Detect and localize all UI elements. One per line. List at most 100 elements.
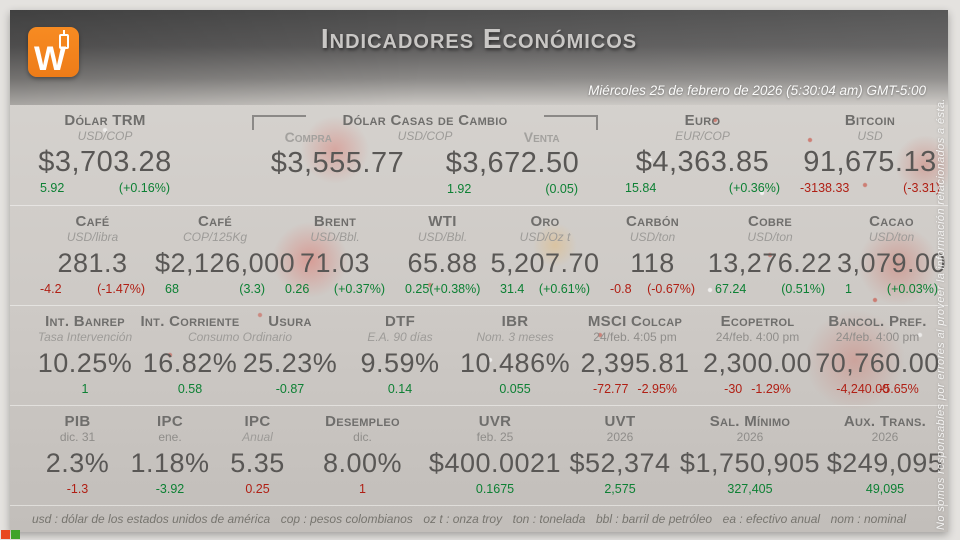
indicator-value: 25.23% xyxy=(242,348,338,378)
change-delta: 0.26 xyxy=(285,282,310,296)
indicator-ipc-anual: IPC Anual 5.35 0.25 xyxy=(215,406,300,505)
change-delta: 2,575 xyxy=(604,482,636,496)
indicator-label: WTI xyxy=(428,213,457,230)
buy-sell-header: Compra USD/COP Venta xyxy=(250,129,600,145)
glossary-item: nom : nominal xyxy=(830,512,906,526)
indicator-ecopetrol: Ecopetrol 24/feb. 4:00 pm 2,300.00 -30 -… xyxy=(700,306,815,405)
group-values: 16.82% 0.58 25.23% -0.87 xyxy=(140,345,340,396)
indicator-label: Euro xyxy=(684,112,721,129)
bracket-right-decoration xyxy=(544,115,598,130)
indicator-dolar-casas-cambio: Dólar Casas de Cambio Compra USD/COP Ven… xyxy=(250,105,600,205)
indicator-label: PIB xyxy=(64,413,91,430)
change-delta: 0.1675 xyxy=(475,482,515,496)
indicator-value: 65.88 xyxy=(407,248,478,278)
indicator-change: 1 xyxy=(30,382,140,396)
indicator-sub: Consumo Ordinario xyxy=(187,330,293,344)
indicator-change: -3138.33 (-3.31) xyxy=(790,181,950,195)
indicator-value: 2,300.00 xyxy=(702,348,813,378)
indicator-label: Int. Corriente xyxy=(140,313,240,330)
indicator-label: Dólar Casas de Cambio xyxy=(342,112,508,129)
change-delta: 0.25 xyxy=(245,482,270,496)
indicator-change: 49,095 xyxy=(825,482,945,496)
indicator-label: DTF xyxy=(384,313,416,330)
indicator-change: 68 (3.3) xyxy=(155,282,275,296)
indicator-change: -72.77 -2.95% xyxy=(570,382,700,396)
indicator-change: -4,240.00 -5.65% xyxy=(815,382,940,396)
change-delta: -1.3 xyxy=(66,482,89,496)
indicator-brent: Brent USD/Bbl. 71.03 0.26 (+0.37%) xyxy=(275,206,395,305)
indicator-value: $52,374 xyxy=(569,448,671,478)
change-delta: 0.055 xyxy=(499,382,531,396)
indicator-change: -30 -1.29% xyxy=(700,382,815,396)
change-delta: 1 xyxy=(845,282,852,296)
change-pct: (+0.16%) xyxy=(118,181,170,195)
indicator-label: Brent xyxy=(313,213,357,230)
indicator-label: Bitcoin xyxy=(844,112,896,129)
indicator-sub: Anual xyxy=(242,430,273,444)
indicator-label: Ecopetrol xyxy=(720,313,795,330)
indicator-sub: 24/feb. 4:00 pm xyxy=(835,330,920,344)
change-pct: -1.29% xyxy=(751,382,791,396)
indicator-label: Usura xyxy=(268,313,312,330)
indicator-sub: USD xyxy=(857,129,883,143)
change-pct: (+0.36%) xyxy=(728,181,780,195)
change-delta: -4.2 xyxy=(40,282,62,296)
change-pct: (-3.31) xyxy=(903,181,940,195)
row-currencies: Dólar TRM USD/COP $3,703.28 5.92 (+0.16%… xyxy=(10,105,948,205)
disclaimer-vertical-text: No somos responsables por errores al pro… xyxy=(935,98,947,530)
change-pct: (0.51%) xyxy=(781,282,825,296)
indicator-label: Oro xyxy=(530,213,560,230)
indicator-value: 70,760.00 xyxy=(815,348,940,378)
indicator-cafe-usd: Café USD/libra 281.3 -4.2 (-1.47%) xyxy=(30,206,155,305)
indicator-value: $249,095 xyxy=(826,448,944,478)
indicator-change: -0.8 (-0.67%) xyxy=(600,282,705,296)
indicator-value: 9.59% xyxy=(360,348,440,378)
indicator-change: 2,575 xyxy=(565,482,675,496)
indicator-change: -0.87 xyxy=(240,382,340,396)
indicator-sub: USD/Bbl. xyxy=(310,230,360,244)
usura-column: 25.23% -0.87 xyxy=(240,345,340,396)
indicator-label: UVT xyxy=(604,413,636,430)
buy-sell-values: $3,555.77 $3,672.50 1.92 (0.05) xyxy=(250,145,600,196)
candlestick-icon xyxy=(59,30,69,49)
indicator-sub: 2026 xyxy=(736,430,764,444)
indicators-area: Dólar TRM USD/COP $3,703.28 5.92 (+0.16%… xyxy=(10,105,948,532)
glossary-item: oz t : onza troy xyxy=(423,512,503,526)
indicator-label: Sal. Mínimo xyxy=(709,413,791,430)
indicator-change: 0.14 xyxy=(340,382,460,396)
indicator-group-corriente-usura: Int. Corriente Usura Consumo Ordinario 1… xyxy=(140,306,340,405)
indicator-sub: COP/125Kg xyxy=(182,230,248,244)
indicator-value: 71.03 xyxy=(299,248,371,278)
indicator-change: 31.4 (+0.61%) xyxy=(490,282,600,296)
change-delta: 0.58 xyxy=(177,382,203,396)
change-delta: -72.77 xyxy=(592,382,629,396)
app-logo[interactable]: W xyxy=(28,27,79,78)
indicator-label: MSCI Colcap xyxy=(587,313,683,330)
indicator-sub: 24/feb. 4:00 pm xyxy=(715,330,800,344)
change-delta: -4,240.00 xyxy=(836,382,890,396)
glossary-footer: usd : dólar de los estados unidos de amé… xyxy=(10,505,948,532)
change-delta: 67.24 xyxy=(715,282,747,296)
change-pct: (+0.37%) xyxy=(333,282,385,296)
indicator-change: 15.84 (+0.36%) xyxy=(615,181,790,195)
sell-label: Venta xyxy=(523,129,560,145)
change-pct: (3.3) xyxy=(239,282,265,296)
indicator-cafe-cop: Café COP/125Kg $2,126,000 68 (3.3) xyxy=(155,206,295,305)
indicator-label: IBR xyxy=(501,313,529,330)
indicator-change: 0.25 xyxy=(215,482,300,496)
indicator-ipc-mensual: IPC ene. 1.18% -3.92 xyxy=(125,406,215,505)
indicator-value: 10.486% xyxy=(460,348,571,378)
glossary-item: cop : pesos colombianos xyxy=(280,512,413,526)
indicator-value: $3,672.50 xyxy=(445,147,580,179)
indicator-change: 1 xyxy=(300,482,425,496)
indicator-value: 3,079.00 xyxy=(836,248,947,278)
indicator-value: $3,703.28 xyxy=(38,146,172,178)
indicator-sub: 24/feb. 4:05 pm xyxy=(593,330,677,344)
indicator-dtf: DTF E.A. 90 días 9.59% 0.14 xyxy=(340,306,460,405)
indicator-label: UVR xyxy=(478,413,512,430)
indicator-sub: feb. 25 xyxy=(476,430,514,444)
change-delta: -3138.33 xyxy=(800,181,850,195)
indicator-pib: PIB dic. 31 2.3% -1.3 xyxy=(30,406,125,505)
change-delta: 327,405 xyxy=(727,482,773,496)
indicator-value: 13,276.22 xyxy=(707,248,833,278)
